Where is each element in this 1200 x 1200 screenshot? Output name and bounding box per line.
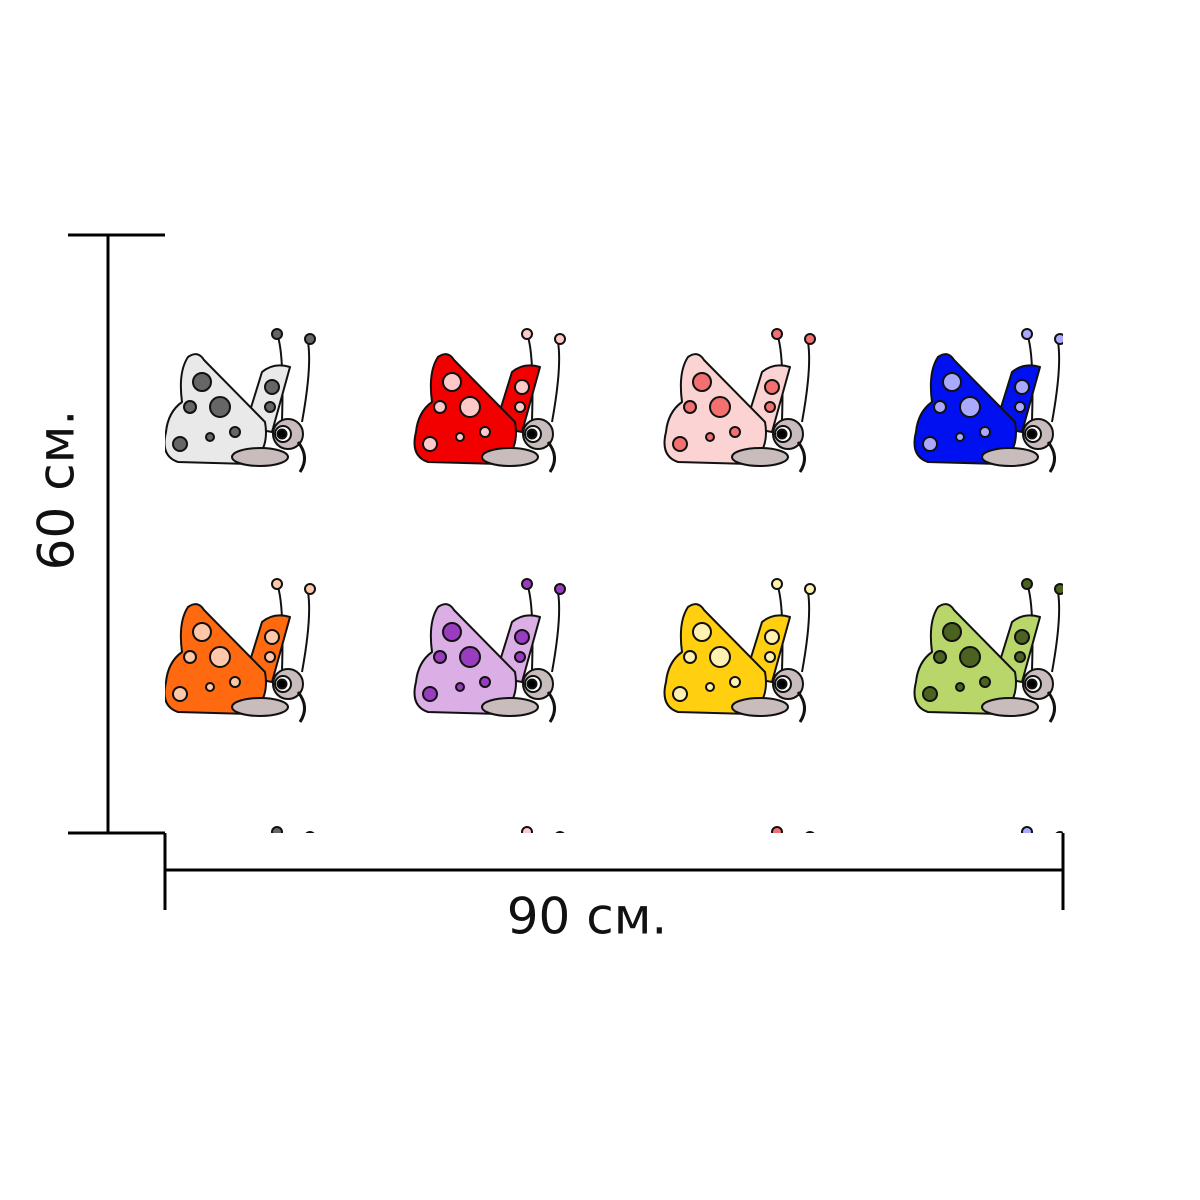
butterfly [663,328,816,473]
height-label: 60 см. [28,410,86,571]
butterfly [165,328,316,473]
butterfly [771,826,815,833]
dimension-lines [68,233,1065,910]
butterfly [1021,826,1063,833]
butterfly [663,578,816,723]
butterfly [165,578,316,723]
width-label: 90 см. [507,888,668,946]
butterfly [413,578,566,723]
butterfly [271,826,315,833]
butterfly [913,328,1063,473]
butterfly [413,328,566,473]
butterfly [521,826,565,833]
butterfly [913,578,1063,723]
fabric-pattern [165,328,1063,833]
